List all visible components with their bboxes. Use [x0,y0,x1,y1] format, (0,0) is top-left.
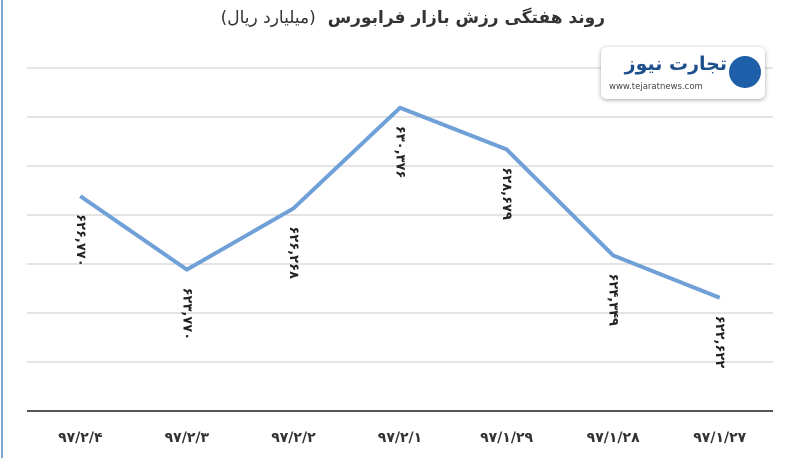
x-tick-label: ۹۷/۲/۱ [378,430,422,446]
value-label: ۶۲۴,۳۴۹ [606,273,621,326]
value-label: ۶۲۶,۷۷۰ [73,214,88,267]
data-line [79,105,721,300]
x-tick-label: ۹۷/۲/۴ [58,430,103,446]
logo-url: www.tejaratnews.com [609,82,703,92]
logo-icon [729,56,761,88]
value-label: ۶۲۸,۶۷۹ [499,167,514,220]
logo-brand: تجارت نیوز [624,53,727,75]
value-label: ۶۲۶,۲۶۸ [286,226,301,279]
x-tick-label: ۹۷/۱/۲۹ [480,430,533,446]
value-label: ۶۲۲,۶۲۲ [712,316,727,369]
value-label: ۶۳۰,۳۷۶ [393,126,408,179]
value-label: ۶۲۳,۷۷۰ [179,288,194,341]
x-tick-label: ۹۷/۲/۳ [165,430,210,446]
chart-subtitle: (میلیارد ریال) [220,8,316,28]
title-row: روند هفتگی رزش بازار فرابورس (میلیارد ریا… [221,8,605,28]
x-tick-label: ۹۷/۱/۲۸ [587,430,640,446]
x-tick-label: ۹۷/۱/۲۷ [693,430,746,446]
logo: تجارت نیوز www.tejaratnews.com [601,47,765,99]
chart-title: روند هفتگی رزش بازار فرابورس [327,8,605,28]
x-tick-label: ۹۷/۲/۲ [271,430,316,446]
